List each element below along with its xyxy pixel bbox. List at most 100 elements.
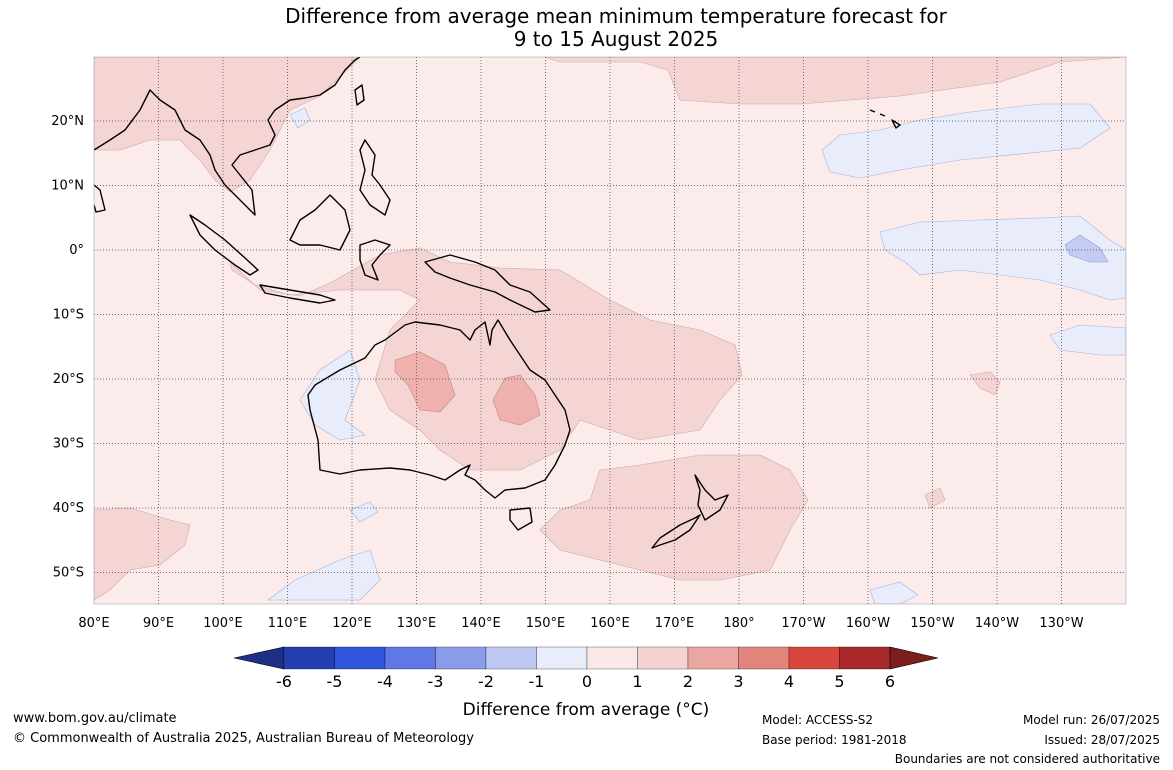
- map-title-line-1: Difference from average mean minimum tem…: [285, 4, 947, 28]
- colorbar-title: Difference from average (°C): [463, 700, 710, 720]
- new-guinea-coastline: [424, 254, 551, 313]
- colorbar: [233, 646, 939, 670]
- borneo-coastline: [289, 194, 351, 251]
- colorbar-tick-label: -5: [327, 672, 343, 691]
- warm-core-central-australia: [492, 374, 541, 426]
- longitude-label: 110°E: [268, 616, 308, 631]
- latitude-label: 10°S: [53, 308, 84, 323]
- warm-region-southern-ocean: [94, 507, 191, 601]
- warm-region-south-pacific: [924, 487, 946, 509]
- australia-coastline: [307, 319, 571, 499]
- taiwan-coastline: [354, 84, 365, 106]
- longitude-label: 170°E: [655, 616, 695, 631]
- colorbar-tick-label: 0: [582, 672, 592, 691]
- colorbar-tick-label: 1: [632, 672, 642, 691]
- latitude-labels: 20°N 10°N 0° 10°S 20°S 30°S 40°S 50°S: [51, 114, 84, 581]
- philippines-coastline: [359, 139, 391, 216]
- warm-region-east-pacific: [969, 371, 1001, 396]
- footer-model-run: Model run: 26/07/2025: [1022, 713, 1160, 727]
- latitude-label: 20°N: [51, 114, 84, 129]
- colorbar-segment: [334, 646, 386, 670]
- colorbar-arrow-high: [889, 646, 939, 670]
- longitude-label: 160°W: [846, 616, 890, 631]
- hawaii-coastline: [869, 109, 901, 129]
- footer-model: Model: ACCESS-S2: [762, 713, 874, 727]
- cool-region-east-pacific: [1049, 324, 1126, 356]
- longitude-label: 140°E: [461, 616, 501, 631]
- new-zealand-coastline: [651, 474, 729, 549]
- longitude-label: 130°E: [397, 616, 437, 631]
- cool-region-south-pacific: [869, 581, 919, 604]
- colorbar-tick-label: 5: [834, 672, 844, 691]
- cool-region-north-pacific: [821, 103, 1111, 179]
- warm-region-asia: [94, 57, 361, 193]
- latitude-label: 20°S: [53, 372, 84, 387]
- footer-website: www.bom.gov.au/climate: [13, 711, 177, 726]
- colorbar-segment: [283, 646, 335, 670]
- map-title-line-2: 9 to 15 August 2025: [513, 27, 719, 51]
- longitude-label: 170°W: [781, 616, 825, 631]
- cool-region-south-china-sea: [289, 107, 311, 129]
- coastlines: [94, 57, 901, 549]
- latitude-label: 0°: [69, 243, 84, 258]
- india-coastline: [94, 184, 106, 213]
- longitude-label: 80°E: [78, 616, 109, 631]
- colorbar-segment: [586, 646, 638, 670]
- sulawesi-coastline: [359, 239, 391, 281]
- colorbar-segment: [435, 646, 487, 670]
- anomaly-shading: [94, 57, 1126, 604]
- cool-region-equatorial-pacific: [879, 215, 1126, 301]
- longitude-label: 160°E: [590, 616, 630, 631]
- colorbar-segment: [839, 646, 891, 670]
- latitude-label: 50°S: [53, 566, 84, 581]
- footer-disclaimer: Boundaries are not considered authoritat…: [894, 752, 1160, 766]
- colorbar-tick-label: 4: [784, 672, 794, 691]
- longitude-label: 90°E: [143, 616, 174, 631]
- colorbar-tick-label: -1: [529, 672, 545, 691]
- colorbar-tick-label: -3: [428, 672, 444, 691]
- colorbar-tick-labels: -6 -5 -4 -3 -2 -1 0 1 2 3 4 5 6: [276, 672, 895, 691]
- asia-mainland-coastline: [94, 57, 361, 216]
- footer-base-period: Base period: 1981-2018: [762, 733, 907, 747]
- longitude-label: 150°W: [910, 616, 954, 631]
- longitude-label: 140°W: [975, 616, 1019, 631]
- colorbar-segment: [384, 646, 436, 670]
- longitude-label: 100°E: [203, 616, 243, 631]
- footer-issued: Issued: 28/07/2025: [1044, 733, 1160, 747]
- colorbar-tick-label: -2: [478, 672, 494, 691]
- colorbar-tick-label: -6: [276, 672, 292, 691]
- colorbar-arrow-low: [233, 646, 285, 670]
- footer-copyright: © Commonwealth of Australia 2025, Austra…: [13, 731, 474, 746]
- warm-region-australia: [229, 247, 743, 471]
- latitude-label: 40°S: [53, 501, 84, 516]
- longitude-labels: 80°E 90°E 100°E 110°E 120°E 130°E 140°E 150°E 16…: [78, 616, 1083, 631]
- colorbar-tick-label: 2: [683, 672, 693, 691]
- warm-core-western-australia: [394, 351, 456, 413]
- java-coastline: [259, 284, 336, 304]
- longitude-label: 120°E: [332, 616, 372, 631]
- latitude-label: 10°N: [51, 179, 84, 194]
- colorbar-tick-label: -4: [377, 672, 393, 691]
- longitude-label: 150°E: [526, 616, 566, 631]
- cool-region-indian-ocean: [299, 349, 366, 441]
- warm-region-tasman: [539, 454, 809, 581]
- colorbar-tick-label: 6: [885, 672, 895, 691]
- tasmania-coastline: [509, 507, 533, 531]
- sumatra-coastline: [189, 214, 259, 276]
- colorbar-segment: [637, 646, 689, 670]
- cool-region-southern-indian: [267, 549, 381, 601]
- longitude-label: 180°: [723, 616, 754, 631]
- gridlines: [94, 57, 1126, 604]
- colorbar-segment: [536, 646, 588, 670]
- colorbar-segment: [788, 646, 840, 670]
- colorbar-tick-label: 3: [733, 672, 743, 691]
- cool-spot-bight: [349, 501, 379, 523]
- cool-core-equatorial-pacific: [1064, 234, 1109, 263]
- colorbar-segment: [738, 646, 790, 670]
- warm-region-north-pacific: [544, 57, 1126, 105]
- colorbar-segment: [485, 646, 537, 670]
- latitude-label: 30°S: [53, 437, 84, 452]
- map-frame: [93, 56, 1127, 605]
- colorbar-segment: [687, 646, 739, 670]
